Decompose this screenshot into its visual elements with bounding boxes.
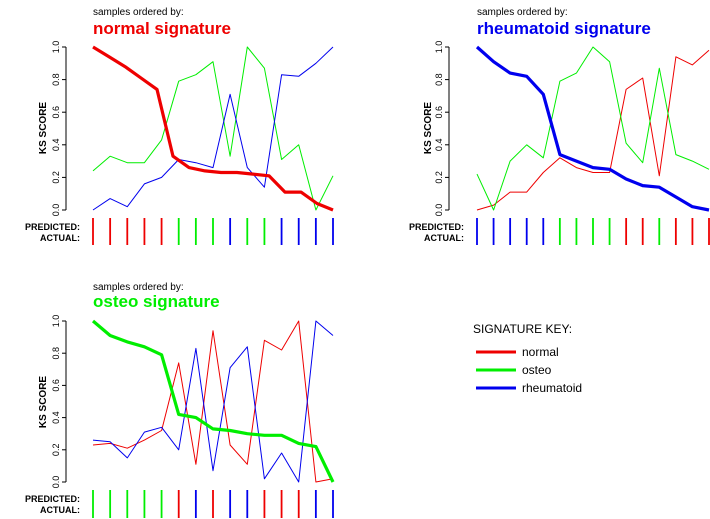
y-tick-label: 1.0 [434, 41, 444, 54]
series-line-rheumatoid [92, 46, 334, 211]
y-tick-label: 0.0 [51, 476, 61, 489]
series-line-normal [476, 49, 710, 211]
chart-panel-rheumatoid: samples ordered by:rheumatoid signature 0… [409, 7, 710, 245]
y-axis-label: KS SCORE [423, 102, 434, 155]
y-tick-label: 0.6 [51, 379, 61, 392]
y-axis-label: KS SCORE [38, 102, 49, 155]
y-axis-label: KS SCORE [38, 376, 49, 429]
predicted-label: PREDICTED: [409, 222, 464, 232]
series-line-rheumatoid [92, 320, 334, 483]
panel-subtitle: samples ordered by: [477, 7, 568, 18]
panel-title: normal signature [93, 19, 231, 38]
panel-title: rheumatoid signature [477, 19, 651, 38]
y-tick-label: 1.0 [51, 41, 61, 54]
y-tick-label: 0.2 [51, 444, 61, 457]
key-label-rheumatoid: rheumatoid [522, 381, 582, 395]
y-tick-label: 1.0 [51, 315, 61, 328]
chart-panels: samples ordered by:normal signature0.00.… [25, 7, 710, 518]
panel-subtitle: samples ordered by: [93, 7, 184, 18]
signature-key: SIGNATURE KEY: normal osteo rheumatoid [473, 322, 582, 395]
y-tick-label: 0.6 [434, 106, 444, 119]
actual-label: ACTUAL: [424, 233, 464, 243]
series-line-osteo [91, 319, 335, 483]
series-line-osteo [476, 46, 710, 211]
series-line-normal [92, 45, 334, 212]
panel-subtitle: samples ordered by: [93, 282, 184, 293]
series-line-rheumatoid [475, 45, 710, 212]
panel-title: osteo signature [93, 292, 220, 311]
key-label-osteo: osteo [522, 363, 552, 377]
series-line-osteo [92, 46, 334, 211]
actual-label: ACTUAL: [40, 233, 80, 243]
y-tick-label: 0.8 [51, 73, 61, 86]
key-label-normal: normal [522, 345, 559, 359]
y-tick-label: 0.0 [51, 204, 61, 217]
series-line-normal [92, 320, 334, 483]
y-tick-label: 0.6 [51, 106, 61, 119]
y-tick-label: 0.2 [51, 171, 61, 184]
y-tick-label: 0.2 [434, 171, 444, 184]
y-tick-label: 0.4 [51, 139, 61, 152]
predicted-label: PREDICTED: [25, 222, 80, 232]
y-tick-label: 0.0 [434, 204, 444, 217]
chart-panel-osteo: samples ordered by:osteo signature 0.0 0.2… [25, 282, 335, 518]
y-tick-label: 0.8 [51, 347, 61, 360]
key-title: SIGNATURE KEY: [473, 322, 572, 336]
predicted-label: PREDICTED: [25, 494, 80, 504]
y-tick-label: 0.8 [434, 73, 444, 86]
chart-panel-normal: samples ordered by:normal signature 0.0 0.… [25, 7, 334, 245]
y-tick-label: 0.4 [434, 139, 444, 152]
y-tick-label: 0.4 [51, 411, 61, 424]
actual-label: ACTUAL: [40, 505, 80, 515]
